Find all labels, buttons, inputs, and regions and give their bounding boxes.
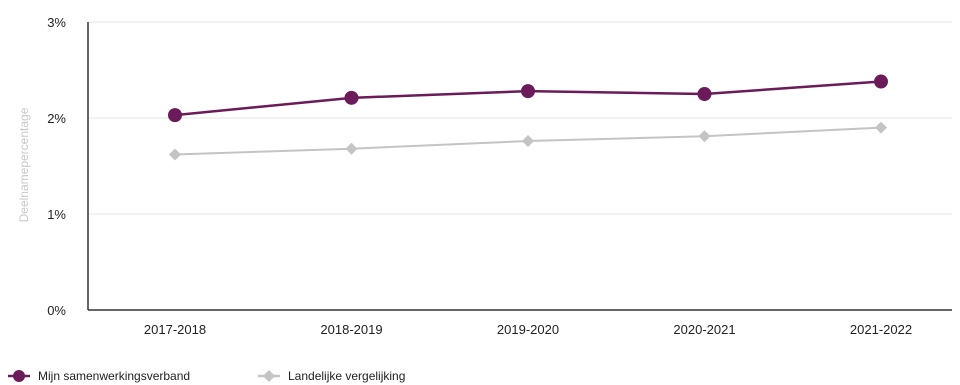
legend-swatch-marker — [13, 370, 25, 382]
y-tick-label: 1% — [47, 207, 66, 222]
legend-swatch-marker — [263, 370, 275, 382]
legend-label: Mijn samenwerkingsverband — [38, 369, 190, 383]
series-layer — [168, 74, 888, 161]
x-tick-labels: 2017-2018 2018-2019 2019-2020 2020-2021 2021… — [144, 322, 912, 337]
legend-label: Landelijke vergelijking — [288, 369, 405, 383]
data-point — [875, 121, 887, 134]
data-point — [344, 90, 359, 105]
data-point — [345, 142, 358, 155]
data-point — [697, 87, 712, 101]
data-point — [522, 135, 534, 148]
series-primary — [168, 74, 888, 123]
legend-item: Landelijke vergelijking — [258, 369, 405, 383]
x-tick-label: 2018-2019 — [320, 322, 382, 337]
y-axis-label: Deelnamepercentage — [17, 107, 31, 222]
x-tick-label: 2017-2018 — [144, 322, 206, 337]
data-point — [521, 84, 535, 99]
data-point — [698, 130, 711, 143]
data-point — [169, 148, 181, 161]
x-tick-label: 2021-2022 — [850, 322, 912, 337]
axes — [87, 22, 952, 311]
grid-lines — [88, 21, 952, 215]
x-tick-label: 2020-2021 — [673, 322, 735, 337]
y-tick-labels: 0% 1% 2% 3% — [47, 15, 66, 318]
data-point — [874, 74, 888, 89]
y-tick-label: 3% — [47, 15, 66, 30]
y-tick-label: 0% — [47, 303, 66, 318]
y-tick-label: 2% — [47, 111, 66, 126]
data-point — [168, 108, 182, 123]
series-comparison — [169, 121, 887, 161]
legend: Mijn samenwerkingsverband Landelijke verg… — [8, 369, 405, 383]
x-tick-label: 2019-2020 — [497, 322, 559, 337]
legend-item: Mijn samenwerkingsverband — [8, 369, 190, 383]
